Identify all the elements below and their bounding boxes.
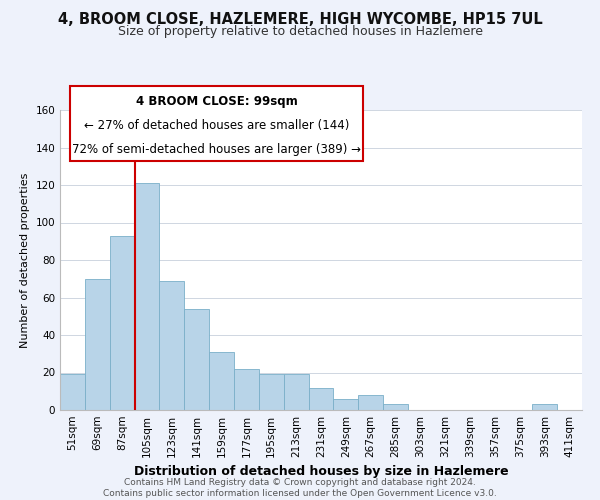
Bar [60,374,85,410]
Bar [184,308,209,410]
Bar [110,236,134,410]
Bar [259,374,284,410]
Bar [284,374,308,410]
FancyBboxPatch shape [70,86,363,161]
Text: Contains HM Land Registry data © Crown copyright and database right 2024.
Contai: Contains HM Land Registry data © Crown c… [103,478,497,498]
Text: Size of property relative to detached houses in Hazlemere: Size of property relative to detached ho… [118,25,482,38]
Bar [134,183,160,410]
Bar [209,352,234,410]
X-axis label: Distribution of detached houses by size in Hazlemere: Distribution of detached houses by size … [134,466,508,478]
Text: 72% of semi-detached houses are larger (389) →: 72% of semi-detached houses are larger (… [72,143,361,156]
Text: 4 BROOM CLOSE: 99sqm: 4 BROOM CLOSE: 99sqm [136,95,298,108]
Bar [358,395,383,410]
Y-axis label: Number of detached properties: Number of detached properties [20,172,30,348]
Bar [85,279,110,410]
Bar [383,404,408,410]
Text: ← 27% of detached houses are smaller (144): ← 27% of detached houses are smaller (14… [84,119,349,132]
Bar [334,399,358,410]
Bar [160,280,184,410]
Text: 4, BROOM CLOSE, HAZLEMERE, HIGH WYCOMBE, HP15 7UL: 4, BROOM CLOSE, HAZLEMERE, HIGH WYCOMBE,… [58,12,542,28]
Bar [308,388,334,410]
Bar [532,404,557,410]
Bar [234,369,259,410]
